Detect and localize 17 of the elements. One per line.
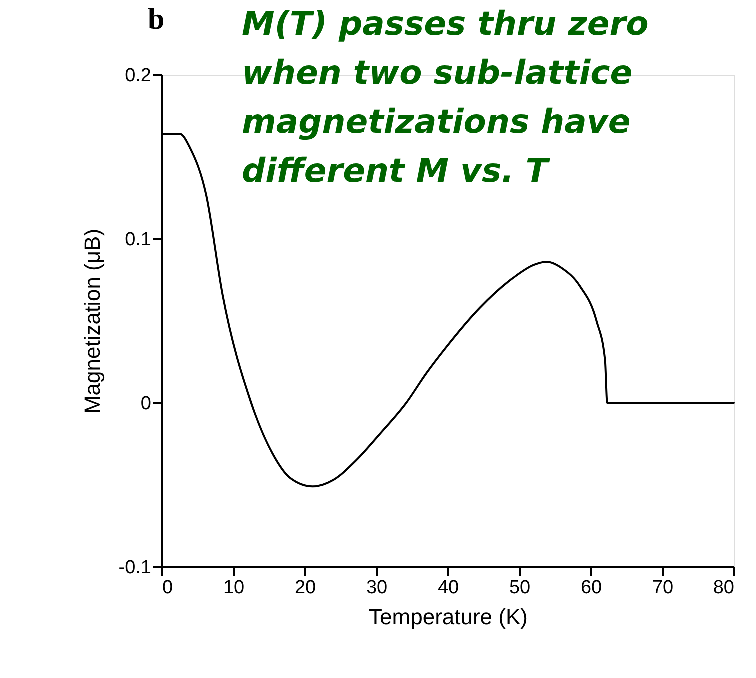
y-tick-label: 0.1	[125, 230, 152, 250]
y-tick-label: -0.1	[118, 558, 152, 578]
text: b	[148, 3, 165, 36]
annotation: M(T) passes thru zero when two sub-lattice magnetizations have different M vs. T	[242, 4, 649, 190]
x-tick-label: 10	[223, 578, 245, 598]
x-tick-label: 0	[162, 578, 174, 598]
x-tick-label: 70	[652, 578, 674, 598]
x-tick-label: 40	[438, 578, 460, 598]
x-tick-label: 20	[294, 578, 316, 598]
x-tick-label: 50	[509, 578, 531, 598]
y-axis-title: Magnetization (μB)	[80, 228, 105, 414]
y-tick-label: 0.2	[125, 66, 152, 86]
x-tick-label: 60	[580, 578, 602, 598]
x-axis-title: Temperature (K)	[369, 604, 528, 630]
x-tick-label: 30	[366, 578, 388, 598]
x-tick-label: 80	[713, 578, 734, 598]
y-tick-label: 0	[140, 394, 152, 414]
